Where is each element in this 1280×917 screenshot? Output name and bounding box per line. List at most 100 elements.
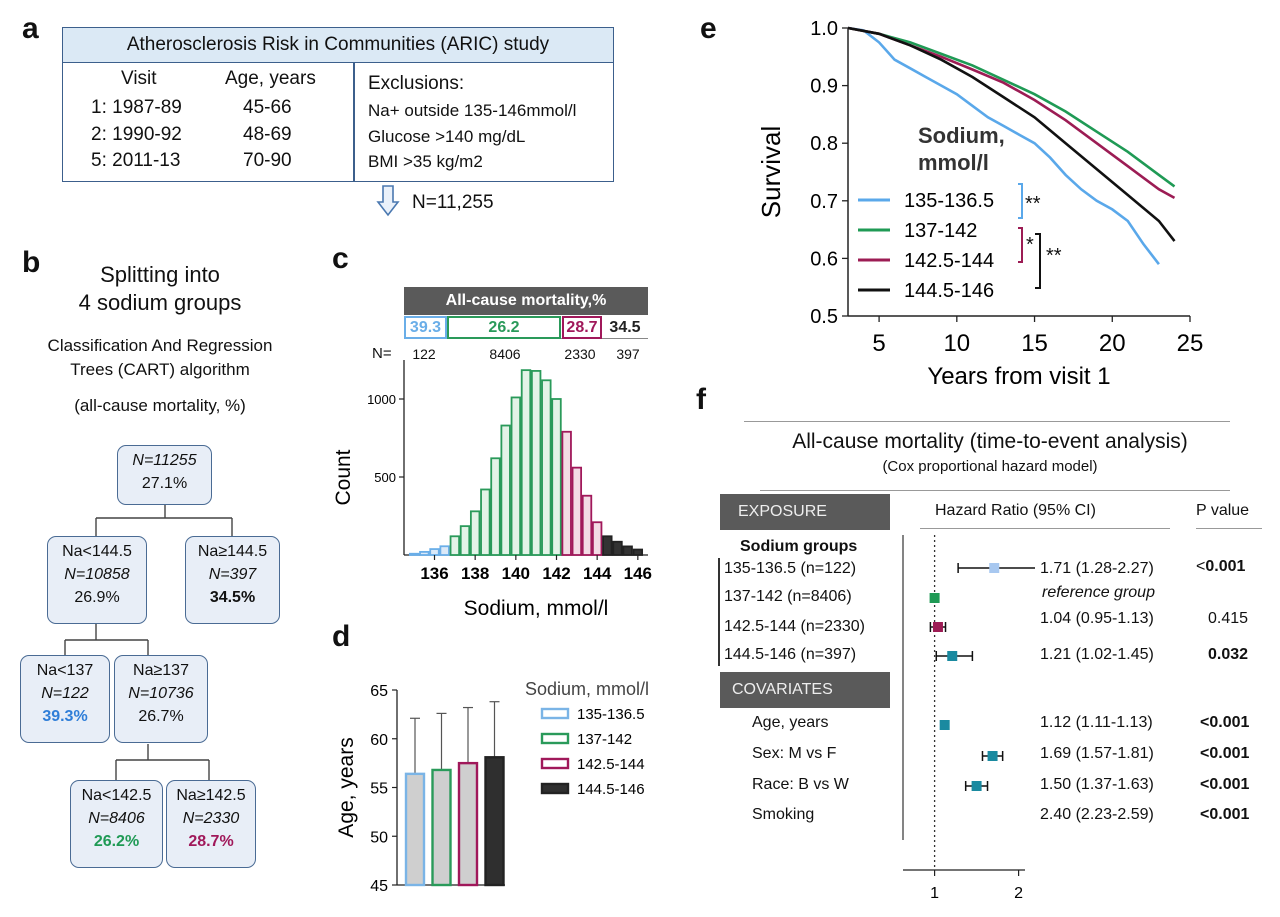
n-total: N=11,255 bbox=[412, 192, 494, 213]
tree-node-right: Na≥144.5 N=397 34.5% bbox=[185, 536, 280, 624]
y-tick-label: 1.0 bbox=[810, 18, 838, 40]
n-cell-4: 397 bbox=[616, 346, 640, 362]
histogram-chart: 500 1000 136 138 140 142 144 146 Sodium, mmol/l C… bbox=[332, 360, 652, 620]
y-tick-label: 45 bbox=[370, 878, 388, 895]
p-header: P value bbox=[1196, 502, 1250, 519]
node-lrl-pct: 26.2% bbox=[93, 833, 140, 850]
study-box: Atherosclerosis Risk in Communities (ARI… bbox=[62, 27, 614, 182]
histogram-bar bbox=[510, 396, 522, 556]
y-tick-label: 60 bbox=[370, 732, 388, 749]
age-row-1: 45-66 bbox=[243, 97, 292, 118]
legend-swatch bbox=[540, 757, 570, 770]
visit-row-1: 1: 1987-89 bbox=[91, 97, 182, 118]
exclusion-glucose: Glucose >140 mg/dL bbox=[368, 127, 526, 146]
node-lr-label: Na≥137 bbox=[133, 662, 189, 679]
exposure-header: EXPOSURE bbox=[720, 494, 890, 530]
forest-rule-top bbox=[744, 421, 1230, 422]
hr-point bbox=[987, 751, 998, 761]
sodium-legend-title-1: Sodium, bbox=[918, 123, 1005, 148]
y-tick-label: 500 bbox=[374, 470, 396, 485]
study-title: Atherosclerosis Risk in Communities (ARI… bbox=[63, 28, 613, 63]
forest-hr-0: 1.71 (1.28-2.27) bbox=[1040, 560, 1154, 577]
y-tick-label: 1000 bbox=[367, 392, 396, 407]
legend-swatch bbox=[540, 782, 570, 795]
age-bar bbox=[431, 768, 452, 887]
tree-node-left: Na<144.5 N=10858 26.9% bbox=[47, 536, 147, 624]
panel-label-e: e bbox=[700, 12, 717, 45]
legend-swatch bbox=[540, 707, 570, 720]
forest-p-7: <0.001 bbox=[1200, 806, 1250, 823]
histogram-bar bbox=[602, 535, 613, 556]
survival-line bbox=[847, 26, 1176, 242]
panel-label-d: d bbox=[332, 620, 351, 653]
x-axis-label: Sodium, mmol/l bbox=[464, 597, 609, 620]
forest-hr-7: 2.40 (2.23-2.59) bbox=[1040, 806, 1154, 823]
forest-hr-3: 1.21 (1.02-1.45) bbox=[1040, 646, 1154, 663]
histogram-bar bbox=[469, 510, 481, 556]
forest-title: All-cause mortality (time-to-event analy… bbox=[792, 430, 1188, 453]
tree-title-1: Splitting into bbox=[100, 262, 220, 287]
panel-label-c: c bbox=[332, 242, 349, 275]
survival-line bbox=[847, 26, 1160, 265]
node-ll-n: N=122 bbox=[41, 685, 89, 702]
x-tick-label: 144 bbox=[583, 564, 612, 583]
x-tick-label: 15 bbox=[1021, 330, 1048, 357]
y-tick-label: 0.9 bbox=[810, 76, 838, 98]
node-root-pct: 27.1% bbox=[141, 475, 188, 492]
x-tick-label: 140 bbox=[502, 564, 530, 583]
exclusion-sodium: Na+ outside 135-146mmol/l bbox=[368, 101, 577, 120]
forest-p-0-main: 0.001 bbox=[1205, 558, 1246, 575]
covariates-header: COVARIATES bbox=[720, 672, 890, 708]
forest-hr-4: 1.12 (1.11-1.13) bbox=[1040, 714, 1153, 731]
forest-label-6: Race: B vs W bbox=[752, 776, 849, 793]
sig-marker-3: ** bbox=[1046, 245, 1062, 267]
age-bar bbox=[457, 761, 479, 887]
x-tick-label: 25 bbox=[1177, 330, 1204, 357]
legend-label: 137-142 bbox=[904, 220, 977, 242]
x-tick-label: 138 bbox=[461, 564, 489, 583]
histogram-bar bbox=[632, 548, 644, 556]
histogram-bar bbox=[581, 494, 593, 556]
node-left-n: N=10858 bbox=[64, 566, 130, 583]
forest-p-2: 0.415 bbox=[1208, 610, 1249, 627]
hr-header: Hazard Ratio (95% CI) bbox=[935, 502, 1096, 519]
hr-point bbox=[989, 563, 1000, 573]
x-tick-label: 142 bbox=[542, 564, 570, 583]
hr-point bbox=[929, 593, 940, 603]
mort-cell-1: 39.3 bbox=[404, 316, 447, 339]
hr-point bbox=[939, 720, 950, 730]
tree-method-1: Classification And Regression bbox=[47, 336, 273, 355]
p-header-rule bbox=[1196, 528, 1262, 529]
legend-label: 135-136.5 bbox=[904, 190, 994, 212]
forest-label-0: 135-136.5 (n=122) bbox=[724, 560, 857, 577]
tree-node-lr: Na≥137 N=10736 26.7% bbox=[114, 655, 208, 743]
sig-bracket-red bbox=[1018, 227, 1023, 263]
legend-label: 135-136.5 bbox=[577, 706, 645, 723]
node-ll-pct: 39.3% bbox=[42, 708, 88, 725]
forest-rule-2 bbox=[760, 490, 1230, 491]
x-tick-label: 10 bbox=[943, 330, 970, 357]
panel-label-f: f bbox=[696, 383, 706, 416]
histogram-bar bbox=[530, 370, 542, 556]
legend-swatch bbox=[540, 732, 570, 745]
y-tick-label: 65 bbox=[370, 683, 388, 700]
forest-hr-2: 1.04 (0.95-1.13) bbox=[1040, 610, 1154, 627]
histogram-bar bbox=[490, 457, 501, 556]
y-tick-label: 0.7 bbox=[810, 191, 838, 213]
tree-node-lrr: Na≥142.5 N=2330 28.7% bbox=[166, 780, 256, 868]
forest-p-0: <0.001 bbox=[1196, 558, 1245, 576]
node-lr-n: N=10736 bbox=[128, 685, 194, 702]
node-left-pct: 26.9% bbox=[74, 589, 120, 606]
mort-cell-4: 34.5 bbox=[609, 319, 641, 336]
node-lr-pct: 26.7% bbox=[138, 708, 184, 725]
node-lrr-label: Na≥142.5 bbox=[176, 787, 246, 804]
survival-chart: 0.5 0.6 0.7 0.8 0.9 1.0 5 10 15 20 25 Years from vi… bbox=[756, 18, 1204, 390]
n-label: N= bbox=[372, 345, 392, 362]
hr-header-rule bbox=[920, 528, 1170, 529]
survival-line bbox=[847, 26, 1176, 200]
node-root-n: N=11255 bbox=[132, 452, 197, 469]
forest-label-3: 144.5-146 (n=397) bbox=[724, 646, 857, 663]
tree-node-root: N=11255 27.1% bbox=[117, 445, 212, 505]
visit-row-2: 2: 1990-92 bbox=[91, 124, 182, 145]
node-ll-label: Na<137 bbox=[36, 662, 94, 679]
